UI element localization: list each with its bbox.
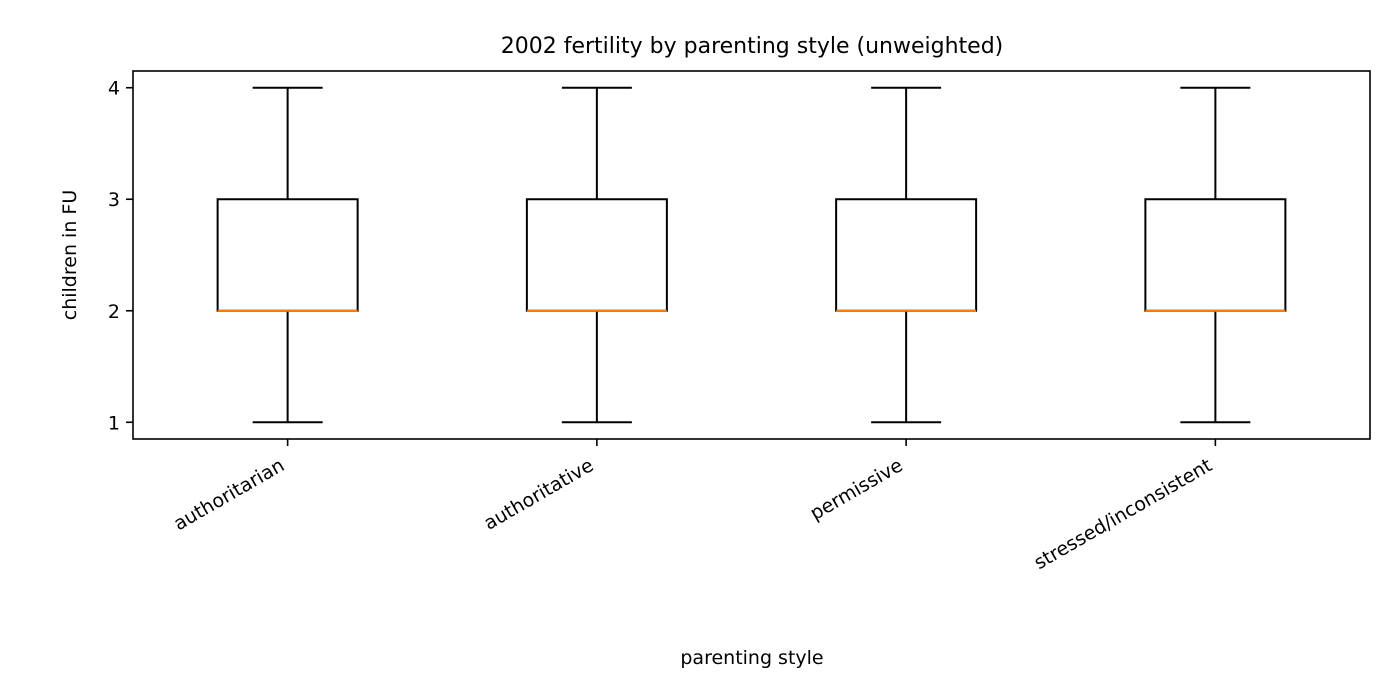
y-tick-label: 2 xyxy=(108,301,120,323)
x-tick-label: stressed/inconsistent xyxy=(1030,454,1216,574)
y-axis: 1 2 3 4 xyxy=(108,78,133,434)
x-tick-label: authoritative xyxy=(480,454,597,534)
iqr-box xyxy=(1144,198,1287,312)
x-axis-label: parenting style xyxy=(680,647,823,669)
box-authoritative xyxy=(525,86,668,424)
iqr-box xyxy=(525,198,668,312)
box-permissive xyxy=(835,86,978,424)
y-axis-label: children in FU xyxy=(59,190,81,320)
x-tick-label: permissive xyxy=(806,454,906,525)
x-axis: authoritarian authoritative permissive stre… xyxy=(170,439,1217,574)
iqr-box xyxy=(216,198,359,312)
x-tick-label: authoritarian xyxy=(170,454,288,535)
chart-title: 2002 fertility by parenting style (unwei… xyxy=(501,34,1004,59)
plot-area-frame xyxy=(132,70,1371,440)
box-stressed-inconsistent xyxy=(1144,86,1287,424)
y-tick-label: 4 xyxy=(108,78,120,100)
iqr-box xyxy=(835,198,978,312)
y-tick-label: 3 xyxy=(108,189,120,211)
box-series xyxy=(216,86,1287,424)
y-tick-label: 1 xyxy=(108,412,120,434)
box-authoritarian xyxy=(216,86,359,424)
